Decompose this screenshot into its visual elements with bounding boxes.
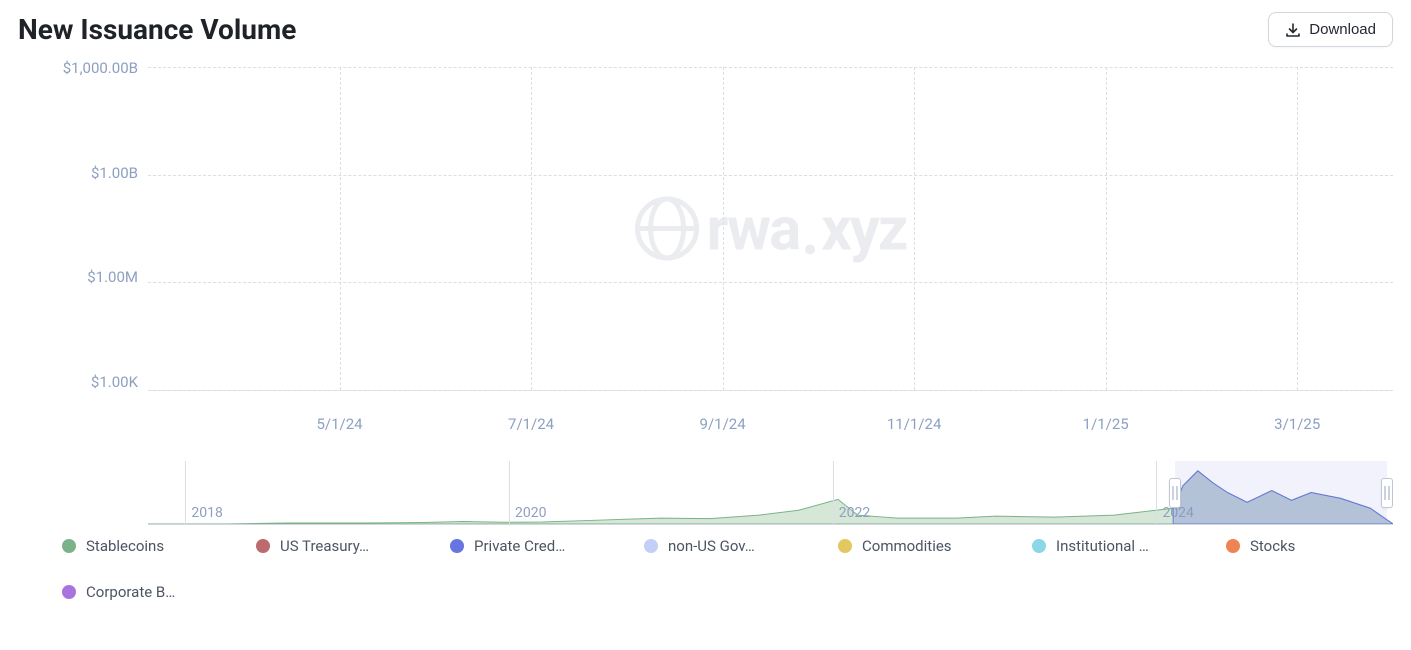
legend-swatch (644, 539, 658, 553)
timeline-brush[interactable]: 2018202020222024 (148, 461, 1393, 525)
download-button[interactable]: Download (1268, 12, 1393, 47)
y-axis-tick: $1.00B (18, 164, 138, 182)
legend-item-stablecoins[interactable]: Stablecoins (62, 537, 212, 555)
legend-item-non-us-gov-debt[interactable]: non-US Gov… (644, 537, 794, 555)
brush-tick: 2018 (191, 505, 222, 521)
y-axis-tick: $1,000.00B (18, 59, 138, 77)
x-axis-tick: 3/1/25 (1274, 415, 1320, 433)
legend-swatch (450, 539, 464, 553)
legend-item-corporate-bonds[interactable]: Corporate B… (62, 583, 212, 601)
y-axis-tick: $1.00M (18, 268, 138, 286)
download-button-label: Download (1309, 21, 1376, 38)
legend-label: Private Cred… (474, 537, 565, 555)
legend-label: Corporate B… (86, 583, 175, 601)
grid-vline (340, 67, 341, 390)
legend-swatch (1032, 539, 1046, 553)
watermark-dot (805, 244, 815, 254)
watermark: rwa xyz (635, 193, 907, 264)
plot-area: rwa xyz (148, 67, 1393, 391)
grid-hline (148, 67, 1393, 68)
grid-hline (148, 282, 1393, 283)
grid-hline (148, 175, 1393, 176)
brush-tick: 2022 (839, 505, 870, 521)
x-axis-tick: 11/1/24 (887, 415, 942, 433)
legend-label: Stablecoins (86, 537, 164, 555)
brush-grid-vline (833, 461, 834, 524)
issuance-bar-chart[interactable]: $1,000.00B$1.00B$1.00M$1.00K rwa xyz (148, 59, 1393, 409)
legend-swatch (62, 585, 76, 599)
brush-handle-right[interactable] (1381, 478, 1393, 508)
legend-swatch (1226, 539, 1240, 553)
legend-label: US Treasury… (280, 537, 369, 555)
brush-tick: 2020 (515, 505, 546, 521)
legend-label: Commodities (862, 537, 952, 555)
globe-icon (635, 197, 699, 261)
legend-swatch (256, 539, 270, 553)
download-icon (1285, 22, 1301, 38)
grid-vline (1297, 67, 1298, 390)
legend-swatch (62, 539, 76, 553)
x-axis: 5/1/24 7/1/24 9/1/24 11/1/24 1/1/25 3/1/25 (148, 409, 1393, 439)
legend-item-private-credit[interactable]: Private Cred… (450, 537, 600, 555)
brush-selection[interactable] (1175, 461, 1387, 524)
grid-vline (531, 67, 532, 390)
x-axis-tick: 9/1/24 (700, 415, 746, 433)
legend-item-stocks[interactable]: Stocks (1226, 537, 1376, 555)
grid-hline (148, 390, 1393, 391)
brush-plot: 2018202020222024 (148, 461, 1393, 525)
brush-handle-left[interactable] (1169, 478, 1181, 508)
y-axis-tick: $1.00K (18, 373, 138, 391)
x-axis-tick: 1/1/25 (1083, 415, 1129, 433)
grid-vline (914, 67, 915, 390)
brush-grid-vline (509, 461, 510, 524)
legend: Stablecoins US Treasury… Private Cred… non-… (62, 537, 1393, 601)
brush-grid-vline (185, 461, 186, 524)
legend-item-us-treasury-debt[interactable]: US Treasury… (256, 537, 406, 555)
brush-grid-vline (1156, 461, 1157, 524)
page-title: New Issuance Volume (18, 13, 296, 46)
legend-item-commodities[interactable]: Commodities (838, 537, 988, 555)
watermark-text: rwa (707, 193, 800, 264)
legend-label: non-US Gov… (668, 537, 755, 555)
y-axis: $1,000.00B $1.00B $1.00M $1.00K (18, 59, 138, 391)
legend-item-institutional-funds[interactable]: Institutional … (1032, 537, 1182, 555)
grid-vline (1106, 67, 1107, 390)
x-axis-tick: 7/1/24 (508, 415, 554, 433)
legend-swatch (838, 539, 852, 553)
x-axis-tick: 5/1/24 (316, 415, 362, 433)
legend-label: Stocks (1250, 537, 1295, 555)
legend-label: Institutional … (1056, 537, 1149, 555)
watermark-suffix: xyz (821, 193, 906, 264)
grid-vline (723, 67, 724, 390)
